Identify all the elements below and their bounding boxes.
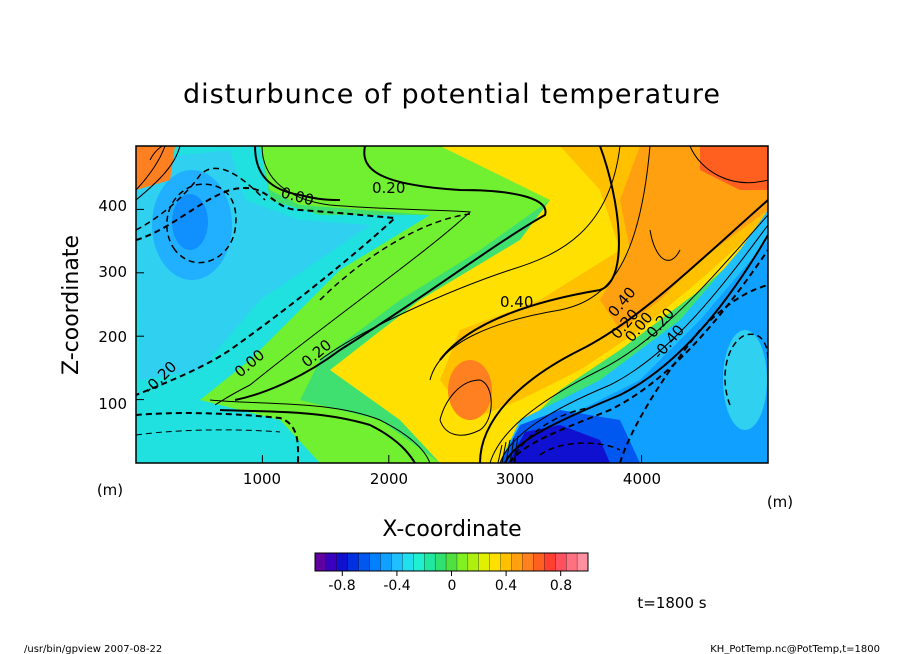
contour-dashed-11: [509, 407, 591, 463]
contour-solid-8: [429, 146, 651, 381]
colorbar-cell: [533, 552, 545, 572]
colorbar-cell: [576, 552, 589, 572]
contour-solid-3: [254, 146, 341, 201]
x-tick-label: 2000: [370, 470, 408, 488]
contour-dashed-7: [509, 249, 768, 463]
colorbar-cell: [544, 552, 556, 572]
contour-solid-12: [499, 224, 768, 463]
contour-solid-9: [439, 379, 492, 436]
y-axis: 100 200 300 400 (m) Z-coordinate: [59, 197, 144, 499]
x-axis: 1000 2000 3000 4000 (m) X-coordinate: [243, 455, 793, 542]
x-unit-label: (m): [767, 493, 793, 511]
colorbar-tick-label: 0.8: [550, 578, 572, 594]
colorbar-cell: [402, 552, 414, 572]
x-tick-label: 4000: [623, 470, 661, 488]
contour-dashed-8: [539, 442, 621, 456]
colorbar-cell: [424, 552, 436, 572]
colorbar-cell: [555, 552, 567, 572]
contour-solid-7: [439, 146, 620, 361]
time-label: t=1800 s: [637, 594, 706, 612]
colorbar: -0.8 -0.4 0 0.4 0.8: [314, 552, 589, 594]
plot-area: 0.00 0.20 -0.20 0.00 0.20 0.40 0.40 0.20…: [136, 146, 768, 463]
y-unit-label: (m): [97, 481, 123, 499]
colorbar-cell: [325, 552, 338, 572]
footer-right: KH_PotTemp.nc@PotTemp,t=1800: [710, 644, 880, 654]
contour-solid-11: [489, 214, 768, 463]
colorbar-tick-label: 0.4: [495, 578, 517, 594]
colorbar-cell: [511, 552, 523, 572]
contour-label: 0.40: [500, 293, 533, 311]
contour-solid-5: [219, 409, 416, 463]
colorbar-cell: [336, 552, 349, 572]
contour-dashed-9: [619, 284, 768, 463]
y-axis-title: Z-coordinate: [59, 235, 84, 375]
x-axis-title: X-coordinate: [382, 517, 521, 542]
chart-title: disturbunce of potential temperature: [183, 79, 721, 110]
y-tick-label: 300: [98, 263, 127, 281]
contour-solid-10: [479, 199, 768, 463]
colorbar-cell: [380, 552, 392, 572]
field-green-band: [200, 146, 550, 463]
contour-cluster-bottom: [497, 435, 519, 463]
colorbar-cell: [478, 552, 491, 572]
colorbar-tick-label: -0.8: [328, 578, 355, 594]
contour-solid-15: [649, 229, 681, 261]
colorbar-cell: [391, 552, 403, 572]
colorbar-cell: [347, 552, 360, 572]
contour-lines-dashed: [136, 167, 768, 463]
colorbar-cell: [413, 552, 425, 572]
contour-solid-16: [136, 146, 181, 201]
contour-solid-17: [136, 146, 166, 191]
field-hot-top-right: [700, 146, 768, 190]
colorbar-cell: [358, 552, 371, 572]
contour-dashed-1: [136, 187, 398, 396]
footer-left: /usr/bin/gpview 2007-08-22: [24, 644, 162, 654]
colorbar-cell: [522, 552, 534, 572]
plot-frame: [135, 145, 769, 464]
contour-solid-6: [319, 146, 621, 361]
field-cyan-blob-right: [723, 330, 767, 430]
contour-dashed-6: [319, 213, 471, 301]
contour-solid-14: [689, 146, 768, 184]
contour-dashed-4: [136, 412, 300, 463]
contour-solid-13: [504, 234, 768, 463]
colorbar-cell: [456, 552, 469, 572]
field-cold-inner-left: [172, 194, 208, 250]
colorbar-cell: [566, 552, 578, 572]
colorbar-cell: [489, 552, 502, 572]
colorbar-cell: [500, 552, 513, 572]
y-tick-label: 100: [98, 395, 127, 413]
colorbar-cell: [467, 552, 480, 572]
contour-dashed-3: [166, 183, 237, 264]
contour-dashed-10: [724, 333, 768, 406]
contour-lines: [136, 146, 768, 463]
field-cooler-right: [520, 240, 768, 463]
colorbar-tick-label: -0.4: [383, 578, 410, 594]
colorbar-cell: [445, 552, 458, 572]
colorbar-cells: [314, 552, 589, 572]
contour-dashed-5: [136, 429, 281, 436]
colorbar-cell: [369, 552, 381, 572]
x-tick-label: 1000: [243, 470, 281, 488]
y-tick-label: 400: [98, 197, 127, 215]
field-warm-core: [600, 146, 768, 330]
contour-solid-4: [209, 399, 431, 463]
contour-dashed-2: [136, 167, 266, 231]
x-tick-label: 3000: [496, 470, 534, 488]
y-tick-label: 200: [98, 328, 127, 346]
contour-solid-2: [214, 146, 472, 406]
contour-solid-1: [234, 146, 547, 401]
colorbar-cell: [314, 552, 327, 572]
field-coldest-bottom: [508, 425, 610, 463]
colorbar-tick-label: 0: [448, 578, 457, 594]
field-warm-blob: [448, 360, 492, 420]
contour-label: 0.20: [372, 179, 405, 197]
colorbar-cell: [434, 552, 447, 572]
